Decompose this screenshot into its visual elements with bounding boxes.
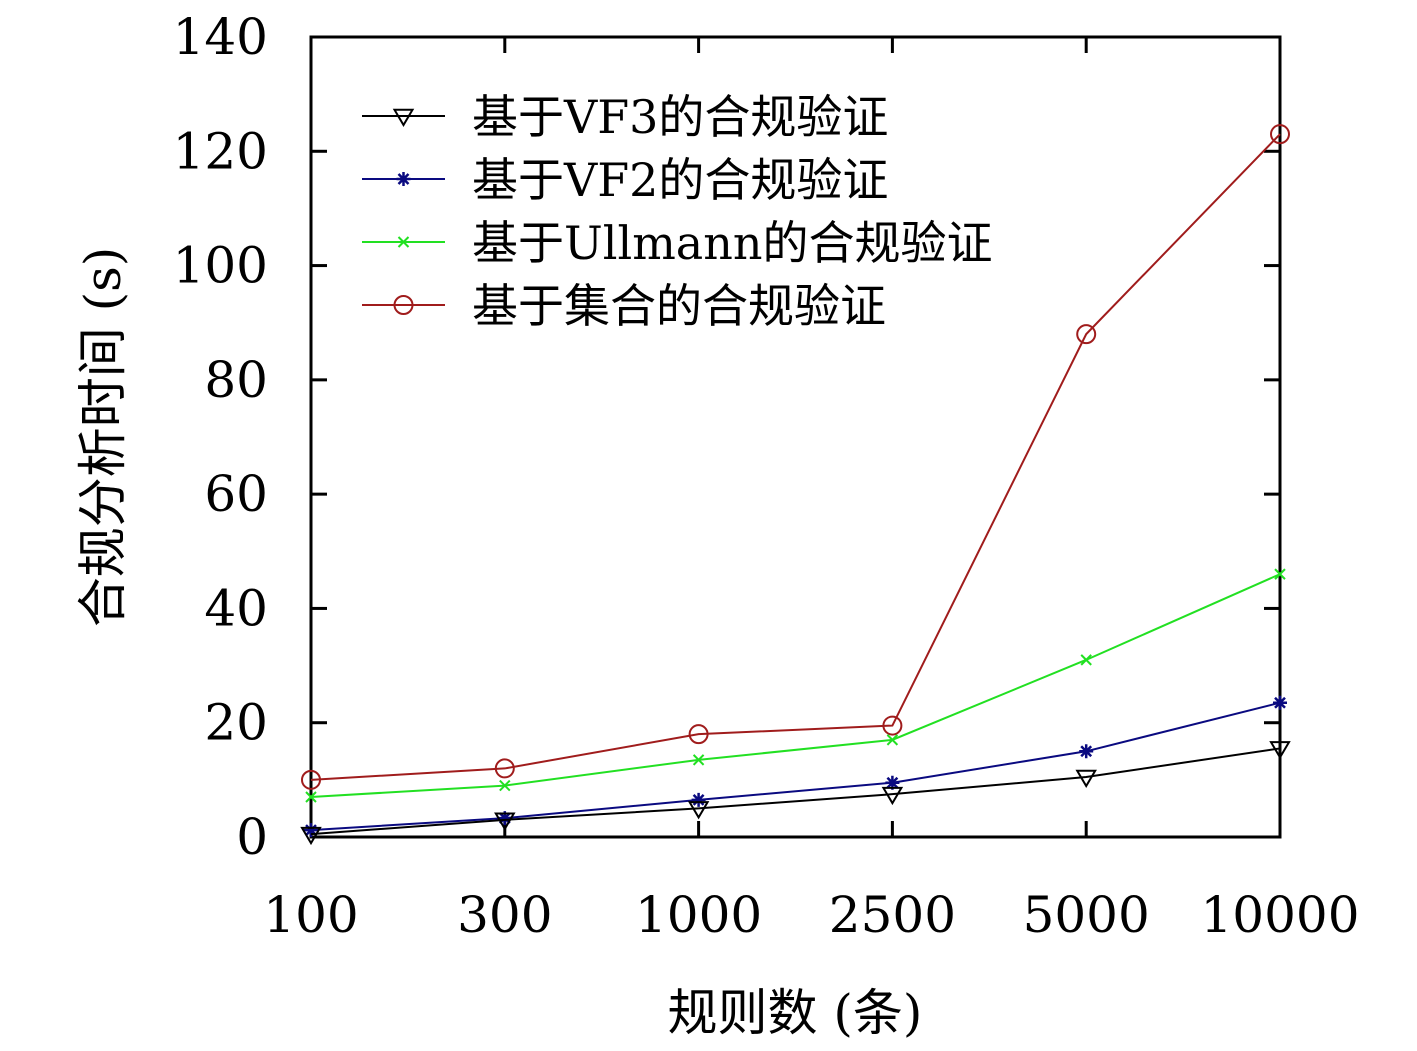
data-point-marker: [494, 812, 516, 831]
y-tick-label: 80: [204, 351, 268, 409]
y-tick-label: 20: [204, 694, 268, 752]
y-tick-label: 40: [204, 579, 268, 637]
x-axis-label: 规则数 (条): [668, 984, 923, 1042]
series-line: [310, 133, 1281, 781]
legend-marker: [393, 295, 414, 315]
data-point-marker: [497, 811, 512, 826]
plot-frame: [309, 35, 1282, 839]
legend-marker: [397, 236, 410, 248]
x-tick-label: 300: [457, 886, 552, 944]
data-point-marker: [687, 801, 710, 820]
data-point-marker: [1076, 324, 1097, 345]
y-tick-label: 0: [236, 808, 268, 866]
data-point-marker: [304, 823, 318, 838]
series-line: [310, 573, 1281, 798]
legend-label: 基于VF2的合规验证: [472, 153, 888, 207]
data-point-marker: [499, 779, 511, 792]
y-tick-label: 100: [173, 237, 268, 295]
x-axis: 100 300 1000 2500 5000 10000: [263, 37, 1360, 944]
data-point-marker: [886, 734, 899, 746]
data-point-marker: [1075, 769, 1097, 788]
legend-label: 基于集合的合规验证: [472, 279, 886, 333]
legend: 基于VF3的合规验证基于VF2的合规验证基于Ullmann的合规验证基于集合的合…: [362, 90, 993, 333]
series-line: [310, 747, 1281, 836]
data-point-marker: [882, 715, 903, 736]
data-point-marker: [494, 758, 515, 779]
data-point-marker: [885, 775, 900, 790]
data-point-marker: [1079, 744, 1094, 759]
x-tick-label: 5000: [1023, 886, 1150, 944]
x-tick-label: 2500: [829, 886, 956, 944]
y-tick-label: 140: [173, 8, 268, 66]
data-point-marker: [301, 769, 321, 790]
legend-marker: [392, 108, 415, 127]
data-point-marker: [1269, 741, 1291, 760]
legend-label: 基于VF3的合规验证: [472, 90, 888, 144]
series-group: [304, 695, 1287, 838]
series-line: [310, 701, 1281, 832]
series-group: [301, 124, 1290, 790]
legend-marker: [396, 172, 411, 186]
data-point-marker: [1080, 654, 1092, 666]
y-axis: 0 20 40 60 80 100 120 140: [173, 8, 1280, 866]
x-tick-label: 10000: [1200, 886, 1359, 944]
y-tick-label: 60: [204, 465, 268, 523]
x-tick-label: 100: [263, 886, 358, 944]
data-point-marker: [300, 826, 322, 846]
legend-label: 基于Ullmann的合规验证: [472, 216, 993, 270]
series-group: [305, 568, 1286, 803]
data-point-marker: [691, 792, 706, 807]
data-point-marker: [688, 724, 709, 745]
data-point-marker: [692, 754, 705, 766]
data-point-marker: [1274, 568, 1286, 580]
data-point-marker: [305, 791, 317, 803]
y-tick-label: 120: [173, 122, 268, 180]
data-point-marker: [881, 786, 904, 806]
x-tick-label: 1000: [635, 886, 762, 944]
series-layer: [300, 124, 1291, 846]
data-point-marker: [1270, 124, 1290, 145]
series-group: [300, 741, 1291, 846]
data-point-marker: [1273, 695, 1287, 710]
y-axis-label: 合规分析时间 (s): [74, 247, 132, 628]
